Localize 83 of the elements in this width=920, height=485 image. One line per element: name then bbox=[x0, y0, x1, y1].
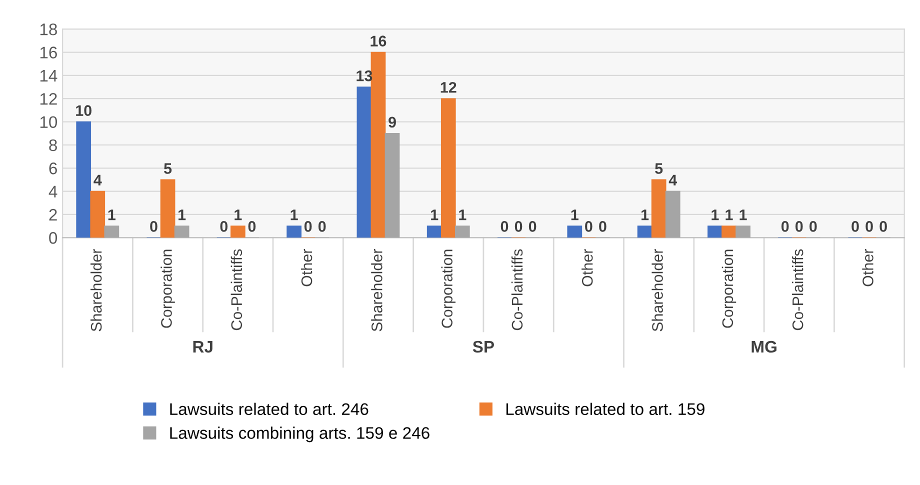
bar bbox=[384, 132, 400, 238]
x-tick-label: Corporation bbox=[722, 250, 736, 328]
bar bbox=[426, 226, 442, 238]
data-label: 0 bbox=[150, 221, 158, 232]
y-tick-label: 8 bbox=[49, 139, 57, 152]
data-label: 0 bbox=[866, 221, 873, 232]
bar bbox=[174, 226, 190, 238]
data-label: 0 bbox=[304, 221, 312, 232]
x-tick-label: Co-Plaintiffs bbox=[230, 249, 242, 330]
data-label: 0 bbox=[500, 221, 508, 232]
x-tick-label: Co-Plaintiffs bbox=[511, 249, 523, 330]
data-label: 16 bbox=[370, 36, 386, 46]
bar bbox=[722, 226, 736, 238]
bar bbox=[567, 226, 582, 238]
y-tick-label: 12 bbox=[40, 93, 57, 105]
x-tick-label: Shareholder bbox=[652, 249, 663, 332]
data-label: 0 bbox=[795, 221, 803, 232]
data-label: 0 bbox=[852, 221, 859, 232]
bar bbox=[356, 86, 372, 238]
x-tick-label: Corporation bbox=[441, 250, 456, 328]
bar bbox=[736, 226, 750, 238]
text: SP bbox=[472, 340, 494, 353]
data-label: 1 bbox=[740, 210, 747, 220]
data-label: 1 bbox=[290, 210, 298, 220]
data-label: 1 bbox=[234, 210, 242, 220]
bar bbox=[90, 190, 106, 238]
bar bbox=[708, 226, 722, 238]
text: MG bbox=[752, 340, 776, 353]
data-label: 1 bbox=[178, 210, 186, 220]
data-label: 4 bbox=[668, 174, 678, 186]
y-tick-label: 14 bbox=[40, 70, 58, 82]
x-tick-label: Other bbox=[582, 249, 593, 286]
data-label: 1 bbox=[642, 210, 649, 220]
text: RJ bbox=[193, 341, 212, 353]
y-tick-label: 0 bbox=[49, 232, 58, 244]
bar bbox=[665, 190, 680, 238]
data-label: 0 bbox=[585, 221, 592, 232]
bar bbox=[230, 226, 246, 238]
x-tick-label: Corporation bbox=[160, 250, 175, 328]
y-tick-label: 18 bbox=[40, 24, 57, 36]
bar bbox=[370, 52, 386, 238]
bar bbox=[286, 226, 302, 238]
bar bbox=[637, 226, 652, 238]
x-tick-label: Shareholder bbox=[90, 249, 102, 332]
x-tick-label: Other bbox=[862, 249, 874, 286]
data-label: 0 bbox=[220, 221, 228, 232]
bar bbox=[651, 179, 666, 238]
data-label: 5 bbox=[655, 163, 663, 174]
bar bbox=[160, 179, 176, 238]
bar bbox=[454, 226, 470, 238]
data-label: 5 bbox=[164, 163, 172, 174]
x-tick-label: Co-Plaintiffs bbox=[792, 249, 804, 330]
data-label: 10 bbox=[76, 105, 92, 116]
data-label: 1 bbox=[108, 210, 116, 220]
legend-label: Lawsuits related to art. 159 bbox=[506, 402, 704, 416]
data-label: 0 bbox=[880, 221, 887, 232]
data-label: 0 bbox=[318, 221, 326, 232]
data-label: 1 bbox=[571, 210, 578, 220]
x-tick-label: Shareholder bbox=[371, 249, 382, 332]
data-label: 0 bbox=[528, 221, 536, 232]
legend-label: Lawsuits related to art. 246 bbox=[170, 402, 368, 416]
bar bbox=[440, 98, 456, 238]
data-label: 0 bbox=[810, 221, 817, 232]
data-label: 1 bbox=[459, 210, 466, 220]
data-label: 12 bbox=[440, 82, 456, 93]
x-tick-label: Other bbox=[300, 249, 312, 286]
y-tick-label: 16 bbox=[40, 46, 57, 58]
data-label: 1 bbox=[712, 210, 719, 220]
data-label: 0 bbox=[781, 221, 789, 232]
legend-label: Lawsuits combining arts. 159 e 246 bbox=[170, 426, 430, 442]
data-label: 9 bbox=[388, 116, 396, 128]
data-label: 4 bbox=[94, 174, 102, 186]
data-label: 0 bbox=[514, 221, 522, 232]
data-label: 1 bbox=[431, 210, 438, 220]
y-tick-label: 2 bbox=[49, 208, 57, 221]
data-label: 0 bbox=[599, 221, 606, 232]
data-label: 0 bbox=[248, 221, 256, 232]
bar bbox=[104, 226, 120, 238]
y-tick-label: 4 bbox=[48, 186, 58, 198]
bar bbox=[76, 121, 92, 238]
y-tick-label: 10 bbox=[40, 116, 58, 128]
data-label: 1 bbox=[726, 210, 733, 220]
y-tick-label: 6 bbox=[49, 162, 57, 174]
